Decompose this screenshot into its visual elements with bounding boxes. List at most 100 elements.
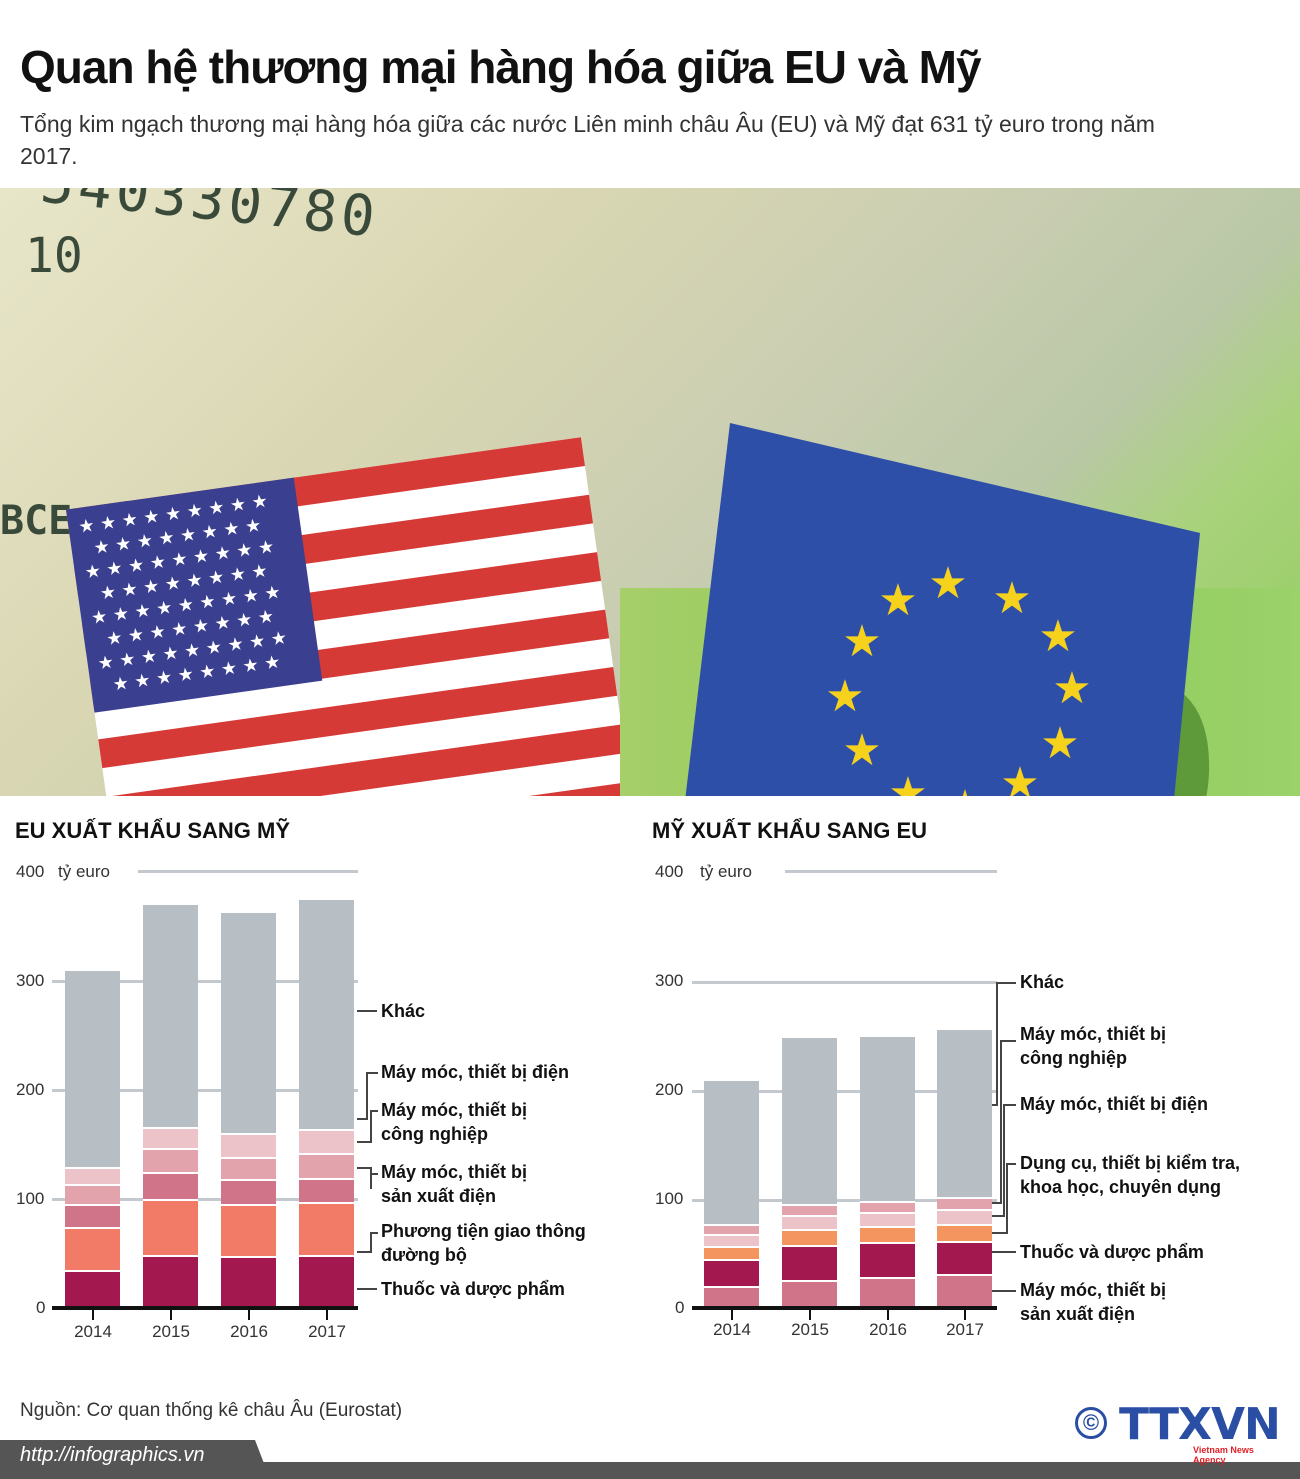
- svg-text:★: ★: [888, 768, 927, 796]
- y-unit-label: tỷ euro: [58, 862, 110, 881]
- y-tick-300: 300: [16, 971, 45, 990]
- seg-phuong-tien: [65, 1227, 120, 1270]
- x-label-2014: 2014: [74, 1322, 112, 1341]
- legend-may-moc-sx-dien-1: Máy móc, thiết bị: [381, 1162, 528, 1182]
- y-tick-300: 300: [655, 971, 684, 990]
- leader-line: [370, 1232, 372, 1253]
- x-tick: [731, 1310, 733, 1320]
- seg-phuong-tien: [143, 1199, 198, 1255]
- seg-may-moc-cong-nghiep: [782, 1204, 837, 1215]
- seg-may-moc-dien: [704, 1234, 759, 1246]
- x-label-2015: 2015: [791, 1320, 829, 1339]
- leader-line: [366, 1072, 368, 1120]
- y-tick-0: 0: [675, 1298, 685, 1317]
- seg-may-moc-cong-nghiep: [221, 1157, 276, 1179]
- bar-2014: [65, 971, 120, 1308]
- svg-text:★: ★: [945, 781, 984, 796]
- y-unit-label: tỷ euro: [700, 862, 752, 881]
- seg-may-moc-san-xuat-dien: [221, 1179, 276, 1204]
- leader-line: [366, 1072, 378, 1074]
- svg-text:★: ★: [842, 616, 881, 667]
- footer-tab: [0, 1440, 270, 1479]
- leader-line: [370, 1173, 378, 1175]
- seg-phuong-tien: [299, 1202, 354, 1255]
- x-label-2014: 2014: [713, 1320, 751, 1339]
- x-tick: [809, 1310, 811, 1320]
- svg-text:★: ★: [1052, 663, 1091, 714]
- bill-number: 10: [25, 228, 83, 284]
- copyright-icon: ©: [1075, 1407, 1107, 1439]
- x-tick: [887, 1310, 889, 1320]
- leader-line: [992, 1202, 1002, 1204]
- legend-may-moc-cong-nghiep-2: công nghiệp: [1020, 1048, 1127, 1068]
- leader-line: [357, 1010, 377, 1012]
- gridline-400: [785, 870, 997, 873]
- eu-flag-icon: ★ ★★ ★★★ ★★★ ★★★: [685, 423, 1200, 796]
- seg-khac: [65, 971, 120, 1167]
- svg-text:★: ★: [928, 558, 967, 609]
- leader-line: [1003, 1104, 1005, 1217]
- leader-line: [992, 1251, 1016, 1253]
- seg-may-moc-san-xuat-dien: [143, 1172, 198, 1199]
- page-title: Quan hệ thương mại hàng hóa giữa EU và M…: [20, 41, 982, 93]
- seg-may-moc-cong-nghiep: [860, 1201, 915, 1212]
- leader-line: [370, 1232, 378, 1234]
- leader-line: [1003, 1104, 1016, 1106]
- seg-khac: [782, 1038, 837, 1204]
- gridline-100: [692, 1199, 997, 1202]
- leader-line: [996, 982, 998, 1106]
- source-note: Nguồn: Cơ quan thống kê châu Âu (Eurosta…: [20, 1400, 403, 1421]
- leader-line: [357, 1288, 377, 1290]
- y-tick-100: 100: [16, 1189, 45, 1208]
- legend-may-moc-sx-dien-2: sản xuất điện: [381, 1186, 497, 1206]
- seg-may-moc-cong-nghiep: [143, 1148, 198, 1172]
- legend-may-moc-dien: Máy móc, thiết bị điện: [1020, 1094, 1209, 1114]
- x-label-2016: 2016: [230, 1322, 268, 1341]
- seg-khac: [143, 905, 198, 1127]
- seg-may-moc-san-xuat-dien: [299, 1178, 354, 1202]
- svg-text:★: ★: [1000, 758, 1039, 796]
- seg-dung-cu: [937, 1224, 992, 1241]
- bar-2015: [143, 905, 198, 1308]
- leader-line: [1006, 1163, 1016, 1165]
- footer-url-link[interactable]: http://infographics.vn: [20, 1444, 205, 1466]
- seg-thuoc: [65, 1270, 120, 1308]
- bar-2016: [860, 1037, 915, 1308]
- ttxvn-logo: © TTXVN Vietnam News Agency: [1075, 1399, 1281, 1465]
- svg-text:★: ★: [1038, 611, 1077, 662]
- x-axis: [52, 1306, 358, 1310]
- seg-may-moc-cong-nghiep: [704, 1224, 759, 1234]
- logo-text: TTXVN: [1119, 1399, 1281, 1450]
- y-tick-200: 200: [655, 1080, 684, 1099]
- gridline-400: [138, 870, 358, 873]
- x-label-2017: 2017: [946, 1320, 984, 1339]
- svg-text:★: ★: [842, 725, 881, 776]
- legend-phuong-tien-2: đường bộ: [381, 1245, 467, 1265]
- leader-line: [992, 1290, 1016, 1292]
- seg-khac: [704, 1081, 759, 1224]
- seg-may-moc-dien: [937, 1209, 992, 1224]
- seg-may-moc-san-xuat-dien: [65, 1204, 120, 1227]
- y-tick-100: 100: [655, 1189, 684, 1208]
- legend-may-moc-sx-dien-2: sản xuất điện: [1020, 1304, 1136, 1324]
- seg-dung-cu: [704, 1246, 759, 1259]
- leader-line: [357, 1118, 367, 1120]
- seg-dung-cu: [860, 1226, 915, 1242]
- leader-line: [370, 1110, 372, 1143]
- x-tick: [326, 1310, 328, 1320]
- bar-2015: [782, 1038, 837, 1308]
- leader-line: [357, 1251, 372, 1253]
- bar-2016: [221, 913, 276, 1308]
- leader-line: [357, 1141, 372, 1143]
- seg-khac: [937, 1030, 992, 1197]
- gridline-200: [692, 1090, 997, 1093]
- seg-khac: [221, 913, 276, 1133]
- seg-may-moc-dien: [221, 1133, 276, 1157]
- x-axis: [692, 1306, 997, 1310]
- y-tick-0: 0: [36, 1298, 46, 1317]
- bar-2014: [704, 1081, 759, 1308]
- left-chart-title: EU XUẤT KHẨU SANG MỸ: [15, 818, 291, 843]
- gridline-300: [692, 981, 997, 984]
- bar-2017: [299, 900, 354, 1308]
- seg-thuoc: [299, 1255, 354, 1308]
